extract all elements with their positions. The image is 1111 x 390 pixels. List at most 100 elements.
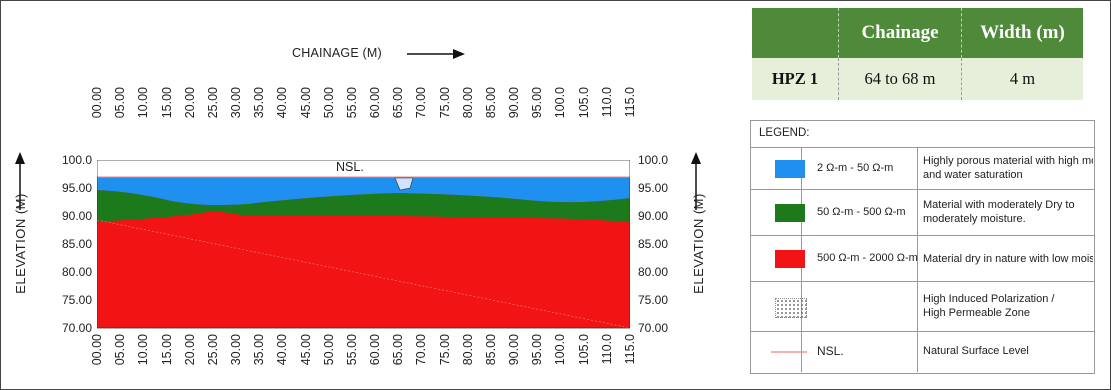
resistivity-profile <box>97 160 630 329</box>
nsl-label: NSL. <box>336 160 364 174</box>
chainage-tick-bottom: 95.00 <box>530 334 545 366</box>
chainage-tick-top: 40.00 <box>275 87 290 119</box>
chainage-tick-bottom: 20.00 <box>182 334 197 366</box>
summary-header-row: Chainage Width (m) <box>752 8 1083 59</box>
legend-title: LEGEND: <box>759 127 810 139</box>
chainage-tick-top: 20.00 <box>182 87 197 119</box>
elevation-tick-right: 90.00 <box>638 209 669 223</box>
legend-swatch-dry <box>775 250 805 268</box>
elevation-label-left: ELEVATION (M) <box>12 193 28 294</box>
chainage-tick-top: 50.00 <box>321 87 336 119</box>
chainage-tick-bottom: 110.0 <box>599 334 614 365</box>
elevation-tick-right: 85.00 <box>638 237 669 251</box>
summary-header-width: Width (m) <box>980 22 1065 44</box>
legend-item: 50 Ω-m - 500 Ω-m Material with moderatel… <box>751 189 1094 236</box>
chainage-tick-top: 35.00 <box>252 87 267 119</box>
chainage-tick-top: 100.0 <box>553 87 568 119</box>
summary-width: 4 m <box>1009 69 1036 89</box>
legend-nsl-line-icon <box>771 351 807 353</box>
elevation-tick-left: 90.00 <box>61 209 92 223</box>
moist-zone <box>97 190 630 222</box>
elevation-arrow-right-icon <box>691 152 701 210</box>
legend-swatch-moist <box>775 204 805 222</box>
chainage-tick-bottom: 105.0 <box>576 334 591 366</box>
chainage-tick-top: 70.00 <box>414 87 429 119</box>
elevation-tick-right: 95.00 <box>638 181 669 195</box>
chainage-tick-bottom: 70.00 <box>414 334 429 366</box>
summary-data-row: HPZ 1 64 to 68 m 4 m <box>752 58 1083 100</box>
legend-desc: High Induced Polarization / High Permeabl… <box>923 293 1055 319</box>
legend-desc: Highly porous material with high moistur… <box>923 155 1093 181</box>
elevation-tick-left: 70.00 <box>61 321 92 335</box>
chainage-tick-bottom: 115.0 <box>623 334 637 365</box>
chainage-tick-bottom: 00.00 <box>90 334 104 366</box>
summary-zone: HPZ 1 <box>752 58 839 100</box>
chainage-tick-bottom: 30.00 <box>229 334 244 366</box>
elevation-tick-right: 80.00 <box>638 265 669 279</box>
elevation-tick-left: 95.00 <box>61 181 92 195</box>
summary-table: Chainage Width (m) HPZ 1 64 to 68 m 4 m <box>752 8 1083 100</box>
legend-item: 500 Ω-m - 2000 Ω-m Material dry in natur… <box>751 235 1094 282</box>
legend-desc: Material dry in nature with low moisture <box>923 253 1093 265</box>
chainage-tick-top: 110.0 <box>599 87 614 118</box>
chainage-tick-bottom: 75.00 <box>437 334 452 366</box>
elevation-label-right: ELEVATION (M) <box>690 193 706 294</box>
chainage-tick-bottom: 10.00 <box>136 334 151 366</box>
legend-desc: Material with moderately Dry to moderatel… <box>923 199 1075 225</box>
chainage-tick-top: 05.00 <box>113 87 128 119</box>
chainage-tick-bottom: 15.00 <box>159 334 174 366</box>
chainage-tick-bottom: 80.00 <box>460 334 475 366</box>
chainage-tick-bottom: 35.00 <box>252 334 267 366</box>
chainage-tick-top: 60.00 <box>368 87 383 119</box>
hpz-icon <box>394 177 414 191</box>
chainage-tick-top: 00.00 <box>90 87 104 119</box>
chainage-tick-top: 95.00 <box>530 87 545 119</box>
legend-range: NSL. <box>817 344 844 358</box>
legend-range: 2 Ω-m - 50 Ω-m <box>817 162 894 174</box>
chainage-tick-bottom: 90.00 <box>507 334 522 366</box>
elevation-tick-left: 100.0 <box>61 153 92 167</box>
chainage-title-row: CHAINAGE (M) <box>292 46 382 60</box>
elevation-tick-left: 85.00 <box>61 237 92 251</box>
chainage-tick-bottom: 65.00 <box>391 334 406 366</box>
elevation-tick-left: 80.00 <box>61 265 92 279</box>
chainage-tick-top: 115.0 <box>623 87 637 118</box>
chainage-tick-top: 90.00 <box>507 87 522 119</box>
chainage-tick-top: 105.0 <box>576 87 591 119</box>
legend-swatch-water <box>775 160 805 178</box>
legend: LEGEND: 2 Ω-m - 50 Ω-m Highly porous mat… <box>750 120 1095 374</box>
chainage-title: CHAINAGE (M) <box>292 46 382 60</box>
elevation-tick-right: 75.00 <box>638 293 669 307</box>
chainage-tick-top: 85.00 <box>483 87 498 119</box>
legend-range: 50 Ω-m - 500 Ω-m <box>817 206 906 218</box>
legend-item: High Induced Polarization / High Permeabl… <box>751 281 1094 332</box>
elevation-tick-right: 100.0 <box>638 153 669 167</box>
chainage-tick-bottom: 60.00 <box>368 334 383 366</box>
chainage-tick-top: 45.00 <box>298 87 313 119</box>
chainage-tick-bottom: 50.00 <box>321 334 336 366</box>
chainage-tick-top: 15.00 <box>159 87 174 119</box>
chainage-tick-bottom: 25.00 <box>205 334 220 366</box>
legend-range: 500 Ω-m - 2000 Ω-m <box>817 252 918 264</box>
chainage-tick-bottom: 85.00 <box>483 334 498 366</box>
chainage-tick-top: 55.00 <box>344 87 359 119</box>
chainage-tick-top: 30.00 <box>229 87 244 119</box>
chainage-arrow-icon <box>407 49 465 59</box>
elevation-tick-left: 75.00 <box>61 293 92 307</box>
chainage-tick-bottom: 100.0 <box>553 334 568 366</box>
legend-swatch-hpz <box>775 298 807 318</box>
chainage-tick-bottom: 05.00 <box>113 334 128 366</box>
chainage-tick-bottom: 55.00 <box>344 334 359 366</box>
legend-item: NSL. Natural Surface Level <box>751 331 1094 372</box>
chainage-tick-top: 25.00 <box>205 87 220 119</box>
chainage-tick-bottom: 45.00 <box>298 334 313 366</box>
summary-header-chainage: Chainage <box>838 8 962 59</box>
legend-item: 2 Ω-m - 50 Ω-m Highly porous material wi… <box>751 147 1094 190</box>
elevation-tick-right: 70.00 <box>638 321 669 335</box>
chainage-tick-top: 65.00 <box>391 87 406 119</box>
chainage-tick-top: 10.00 <box>136 87 151 119</box>
legend-desc: Natural Surface Level <box>923 345 1029 357</box>
summary-chainage: 64 to 68 m <box>838 58 962 100</box>
chainage-tick-bottom: 40.00 <box>275 334 290 366</box>
chainage-tick-top: 80.00 <box>460 87 475 119</box>
